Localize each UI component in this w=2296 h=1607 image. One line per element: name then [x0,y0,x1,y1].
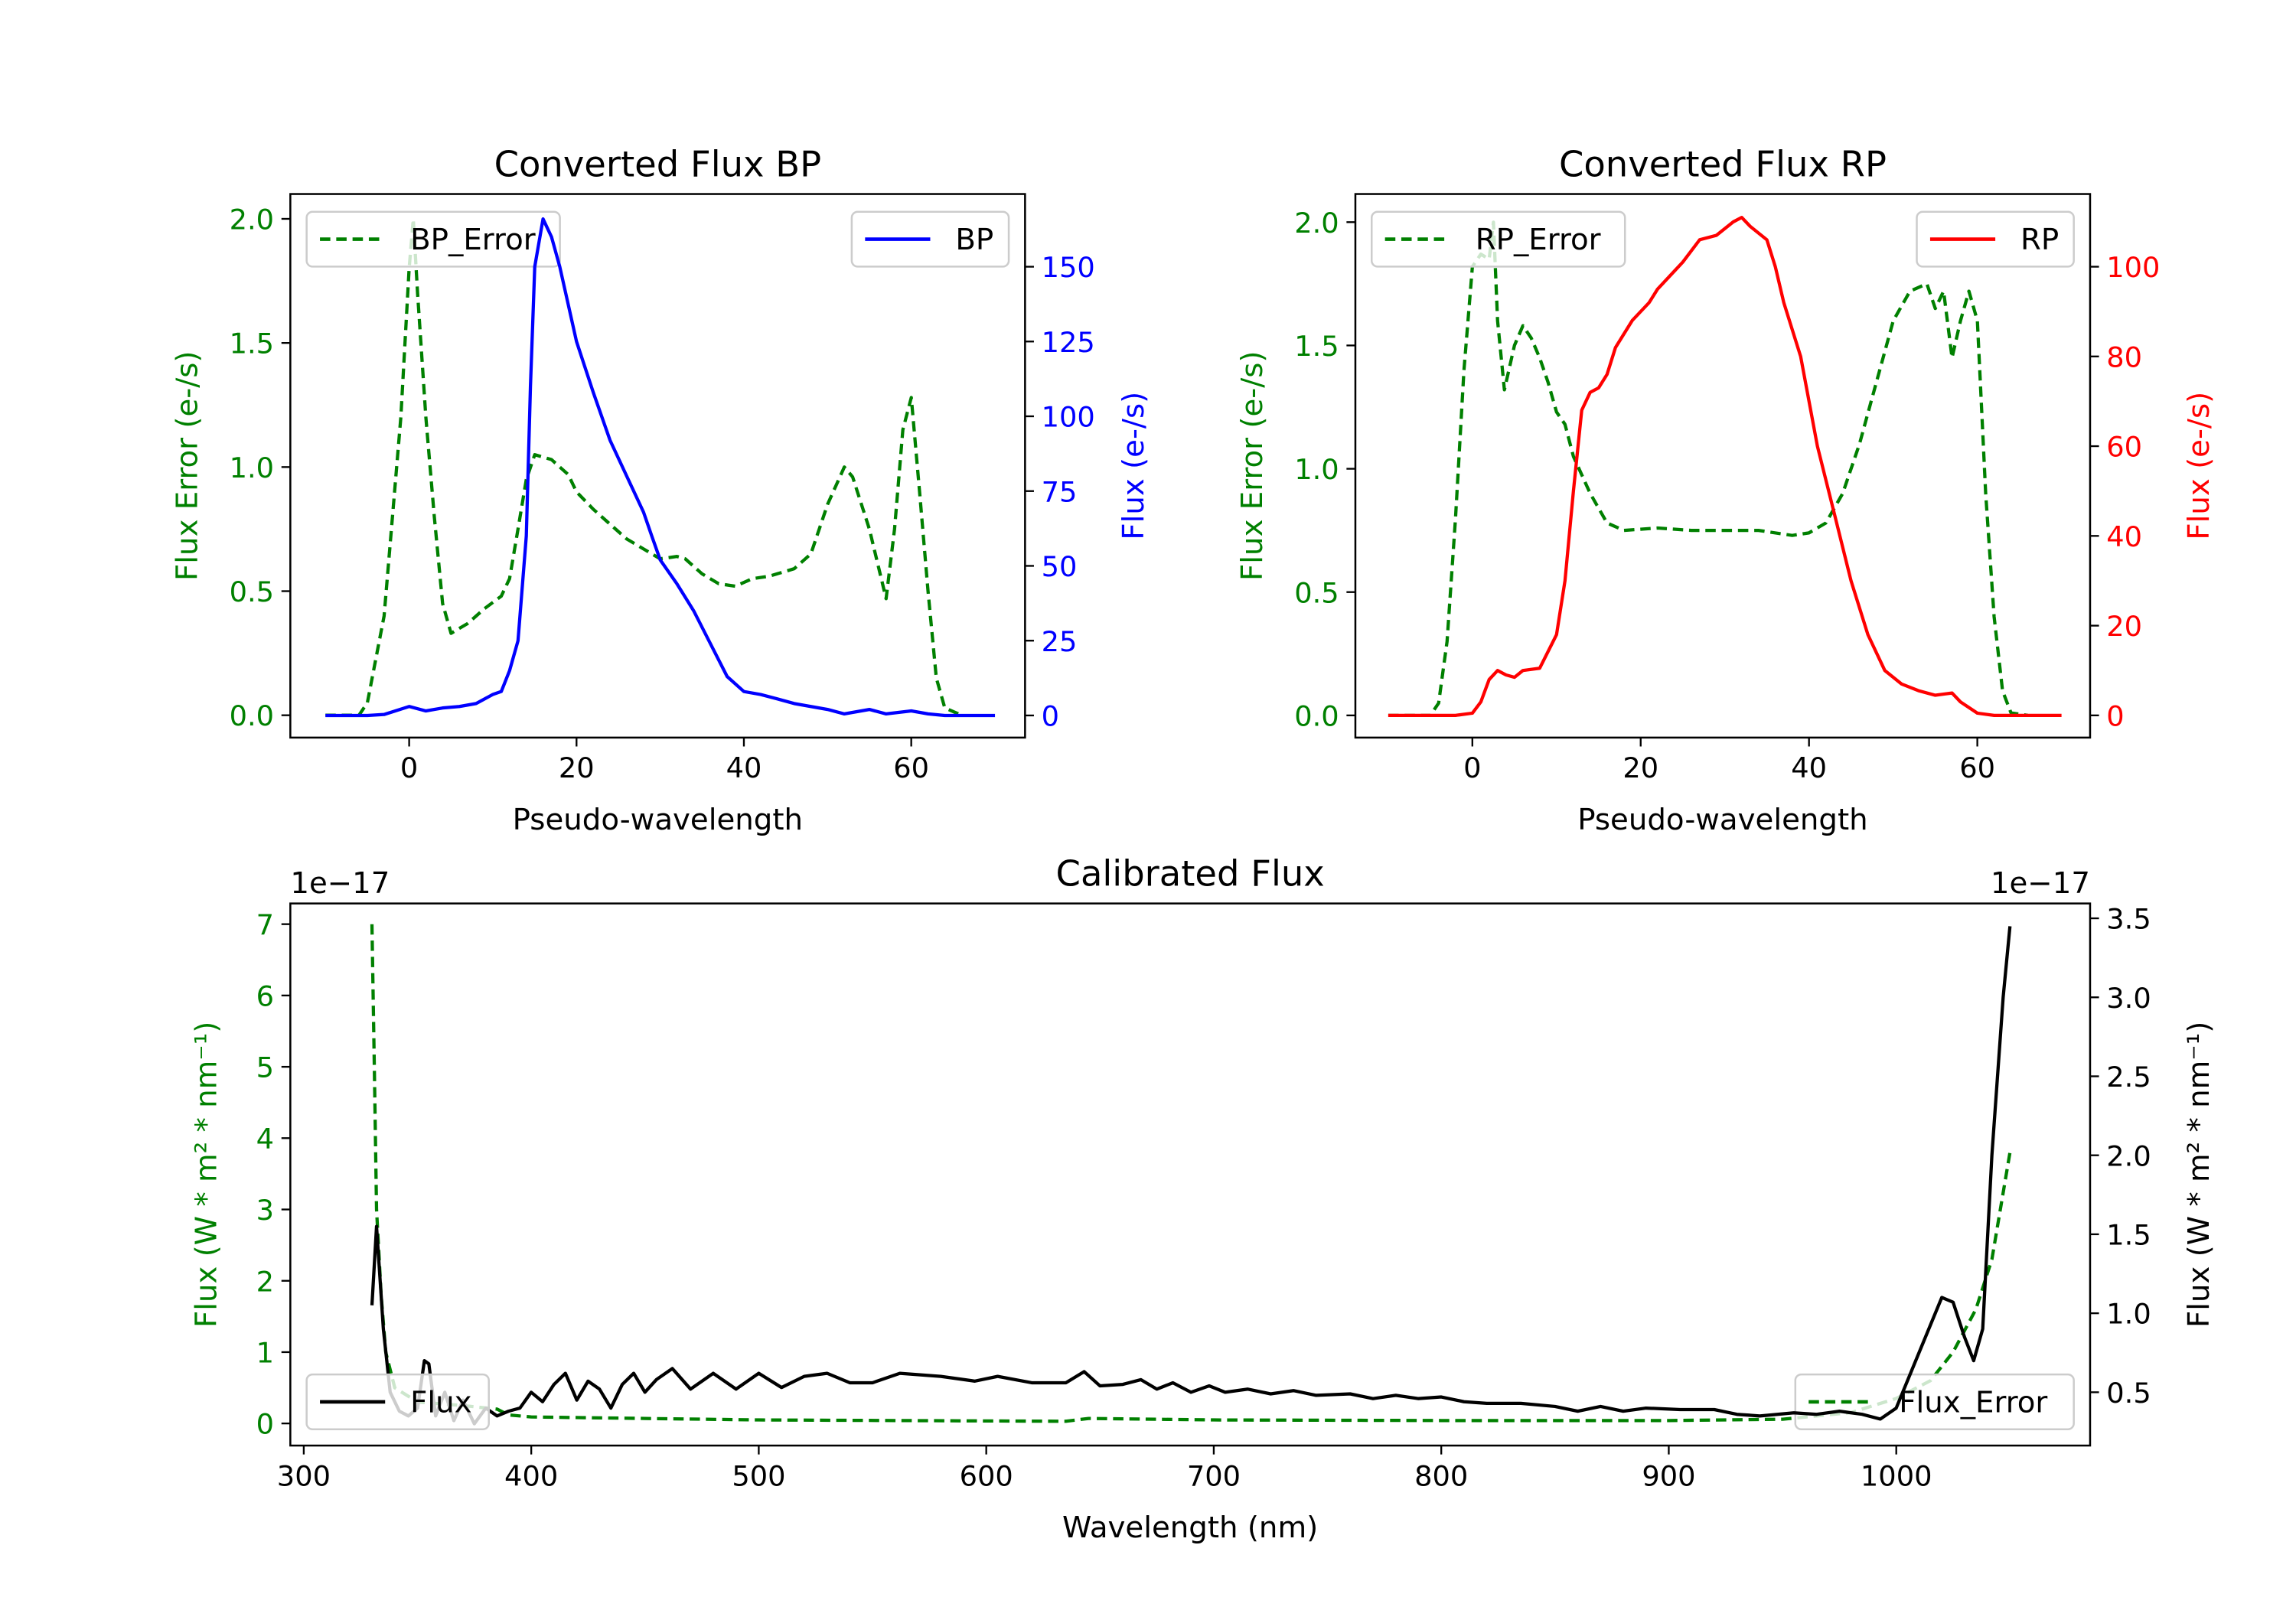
y-tick-label-right: 0.5 [2106,1377,2151,1410]
y-tick-label-right: 100 [1042,401,1095,434]
x-tick-label: 700 [1187,1459,1241,1492]
y-tick-label-right: 50 [1042,550,1078,583]
y-tick-label-left: 0.0 [230,699,274,732]
x-tick-label: 900 [1642,1459,1695,1492]
chart-panel-3: Calibrated Flux 300 400 500 600 700 800 900 1000… [190,852,2216,1545]
x-axis-label: Pseudo-wavelength [1577,803,1867,837]
legend-rp-error: RP_Error [1371,210,1626,268]
x-tick-label: 60 [893,751,929,784]
axes-frame [289,902,2092,1447]
x-tick-label: 0 [1463,751,1481,784]
series-line-rp-error [1388,220,2028,717]
series-line-bp [325,217,996,718]
y-tick-label-left: 0.0 [1294,699,1339,732]
chart-title: Converted Flux RP [1559,143,1887,184]
x-tick-label: 20 [1623,751,1658,784]
legend-bp-error: BP_Error [305,210,561,268]
y-axis-label-left: Flux Error (e-/s) [170,350,204,580]
y-axis-label-right: Flux (W * m² * nm⁻¹) [2182,1022,2216,1328]
y-offset-left: 1e−17 [290,866,390,901]
y-axis-label-right: Flux (e-/s) [2182,392,2216,540]
y-tick-label-right: 0 [1042,699,1059,732]
y-tick-label-right: 125 [1042,326,1095,359]
legend-flux: Flux [305,1373,490,1430]
x-tick-label: 20 [559,751,595,784]
y-tick-label-left: 2 [256,1265,274,1298]
chart-panel-2: Converted Flux RP 0 20 40 60 Pseudo-wavelengt… [1235,143,2216,837]
y-tick-label-left: 0 [256,1408,274,1441]
y-tick-label-right: 1.0 [2106,1298,2151,1331]
y-tick-label-right: 150 [1042,251,1095,284]
y-tick-label-left: 2.0 [230,204,274,236]
legend-rp: RP [1916,210,2075,268]
y-tick-label-right: 0 [2106,699,2124,732]
y-tick-label-left: 1 [256,1336,274,1369]
chart-title: Calibrated Flux [1056,852,1325,894]
y-tick-label-right: 100 [2106,251,2160,284]
series-line-flux [370,926,2012,1426]
y-tick-label-right: 75 [1042,475,1078,508]
y-tick-label-right: 80 [2106,341,2142,373]
legend-label: BP [955,223,993,257]
y-tick-label-left: 2.0 [1294,207,1339,240]
x-tick-label: 60 [1959,751,1995,784]
y-tick-label-left: 4 [256,1123,274,1156]
legend-box [1371,210,1626,268]
y-tick-label-right: 60 [2106,431,2142,464]
x-tick-label: 500 [732,1459,785,1492]
y-tick-label-left: 1.5 [1294,330,1339,363]
y-tick-label-left: 1.0 [1294,453,1339,486]
x-axis-label: Pseudo-wavelength [513,803,803,837]
y-axis-label-left: Flux (W * m² * nm⁻¹) [190,1022,224,1328]
x-tick-label: 0 [400,751,418,784]
legend-label: RP_Error [1476,223,1601,257]
y-tick-label-left: 7 [256,908,274,941]
legend-label: Flux_Error [1899,1385,2047,1420]
y-tick-label-left: 0.5 [1294,576,1339,609]
y-axis-label-right: Flux (e-/s) [1117,392,1151,540]
x-tick-label: 400 [504,1459,558,1492]
legend-box [305,210,561,268]
y-offset-right: 1e−17 [1991,866,2090,901]
y-tick-label-right: 3.5 [2106,903,2151,936]
series-line-bp-error [325,217,963,717]
x-tick-label: 600 [960,1459,1013,1492]
legend-label: RP [2020,223,2059,257]
y-tick-label-right: 40 [2106,520,2142,553]
x-tick-label: 1000 [1861,1459,1932,1492]
chart-panel-1: Converted Flux BP 0 20 40 60 Pseudo-wavelengt… [170,143,1151,837]
y-tick-label-right: 1.5 [2106,1218,2151,1251]
axes-frame [1354,193,2092,739]
legend-label: Flux [410,1385,471,1420]
y-axis-label-left: Flux Error (e-/s) [1235,350,1270,580]
y-tick-label-left: 1.5 [230,328,274,360]
y-tick-label-left: 5 [256,1051,274,1084]
y-tick-label-left: 1.0 [230,451,274,484]
chart-title: Converted Flux BP [494,143,822,184]
x-axis-label: Wavelength (nm) [1062,1511,1318,1545]
legend-label: BP_Error [410,223,536,257]
x-tick-label: 40 [726,751,762,784]
legend-flux-error: Flux_Error [1794,1373,2075,1430]
legend-box [305,1373,490,1430]
y-tick-label-left: 3 [256,1194,274,1227]
y-tick-label-right: 2.0 [2106,1139,2151,1172]
series-line-flux-error [370,924,2012,1423]
x-tick-label: 800 [1414,1459,1468,1492]
y-tick-label-right: 2.5 [2106,1061,2151,1094]
y-tick-label-right: 20 [2106,610,2142,643]
y-tick-label-right: 25 [1042,625,1078,658]
y-tick-label-right: 3.0 [2106,982,2151,1015]
y-tick-label-left: 6 [256,980,274,1012]
x-tick-label: 40 [1791,751,1827,784]
x-tick-label: 300 [277,1459,331,1492]
axes-frame [289,193,1026,739]
legend-bp: BP [850,210,1010,268]
series-line-rp [1388,216,2062,717]
y-tick-label-left: 0.5 [230,575,274,608]
